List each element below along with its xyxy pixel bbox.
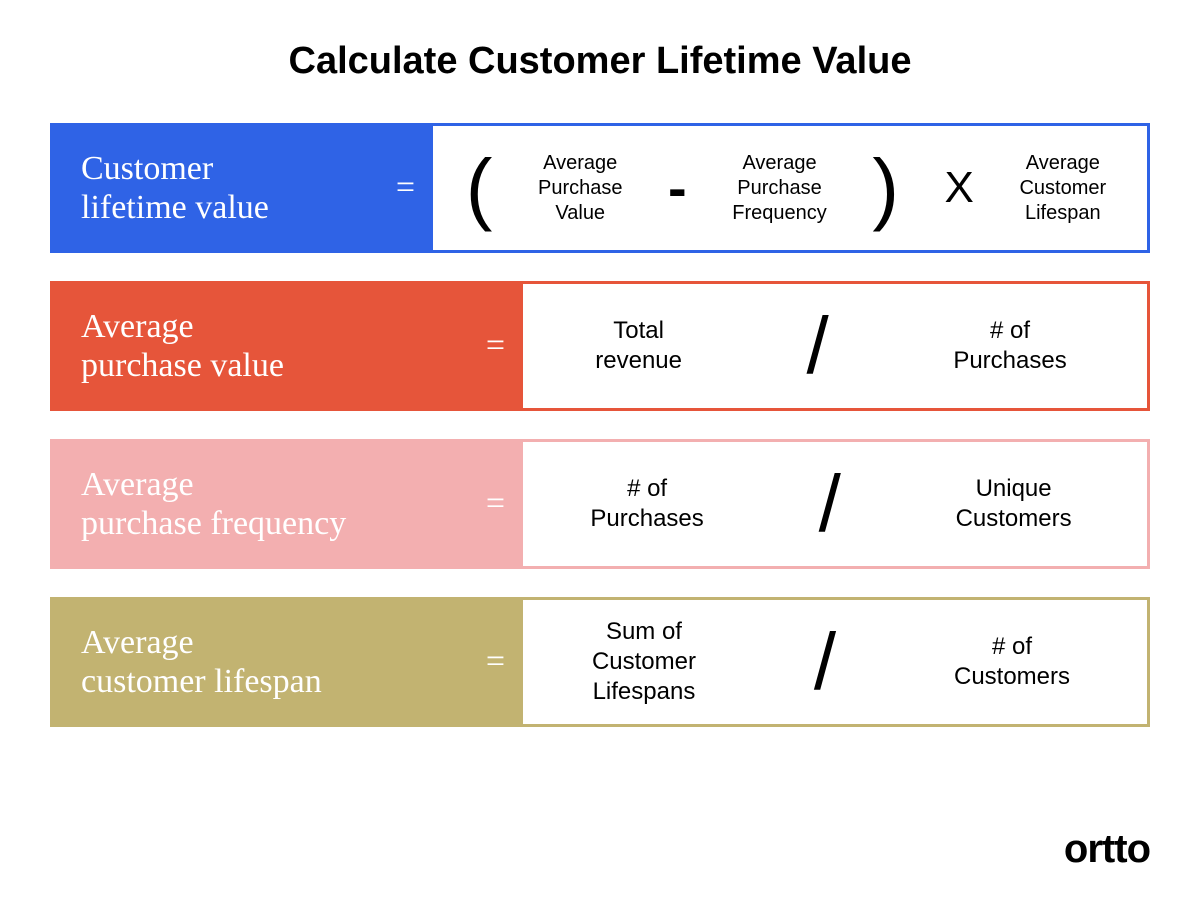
formula-label-box: Average purchase value = [53,284,523,408]
term: Average Purchase Value [538,151,623,226]
formula-row-apf: Average purchase frequency = # of Purchase… [50,439,1150,569]
operator: ( [466,148,493,228]
formula-row-apv: Average purchase value = Total revenue / # o… [50,281,1150,411]
term: # of Purchases [590,474,703,534]
equals-sign: = [486,327,505,365]
term: Average Customer Lifespan [1019,151,1106,226]
formula-rows: Customer lifetime value = ( Average Purchas… [50,123,1150,727]
operator: - [668,160,687,216]
operator: / [807,306,829,386]
formula-label: Average customer lifespan [81,623,322,701]
equals-sign: = [486,485,505,523]
term: Total revenue [595,316,682,376]
term: # of Purchases [953,316,1066,376]
formula-expression: Total revenue / # of Purchases [523,292,1139,400]
formula-row-acl: Average customer lifespan = Sum of Custome… [50,597,1150,727]
formula-label-box: Average purchase frequency = [53,442,523,566]
formula-expression: ( Average Purchase Value-Average Purchase… [433,134,1139,242]
term: Unique Customers [956,474,1072,534]
formula-expression: Sum of Customer Lifespans / # of Customers [523,608,1139,716]
operator: / [819,464,841,544]
formula-label: Average purchase frequency [81,465,346,543]
term: Sum of Customer Lifespans [592,617,696,707]
formula-label-box: Average customer lifespan = [53,600,523,724]
term: # of Customers [954,632,1070,692]
term: Average Purchase Frequency [732,151,827,226]
formula-label: Average purchase value [81,307,284,385]
formula-row-clv: Customer lifetime value = ( Average Purchas… [50,123,1150,253]
brand-logo: ortto [1064,827,1150,872]
equals-sign: = [486,643,505,681]
formula-label: Customer lifetime value [81,149,269,227]
equals-sign: = [396,169,415,207]
operator: ) [872,148,899,228]
formula-label-box: Customer lifetime value = [53,126,433,250]
operator: X [945,166,974,210]
page-title: Calculate Customer Lifetime Value [50,40,1150,83]
formula-expression: # of Purchases / Unique Customers [523,450,1139,558]
operator: / [814,622,836,702]
